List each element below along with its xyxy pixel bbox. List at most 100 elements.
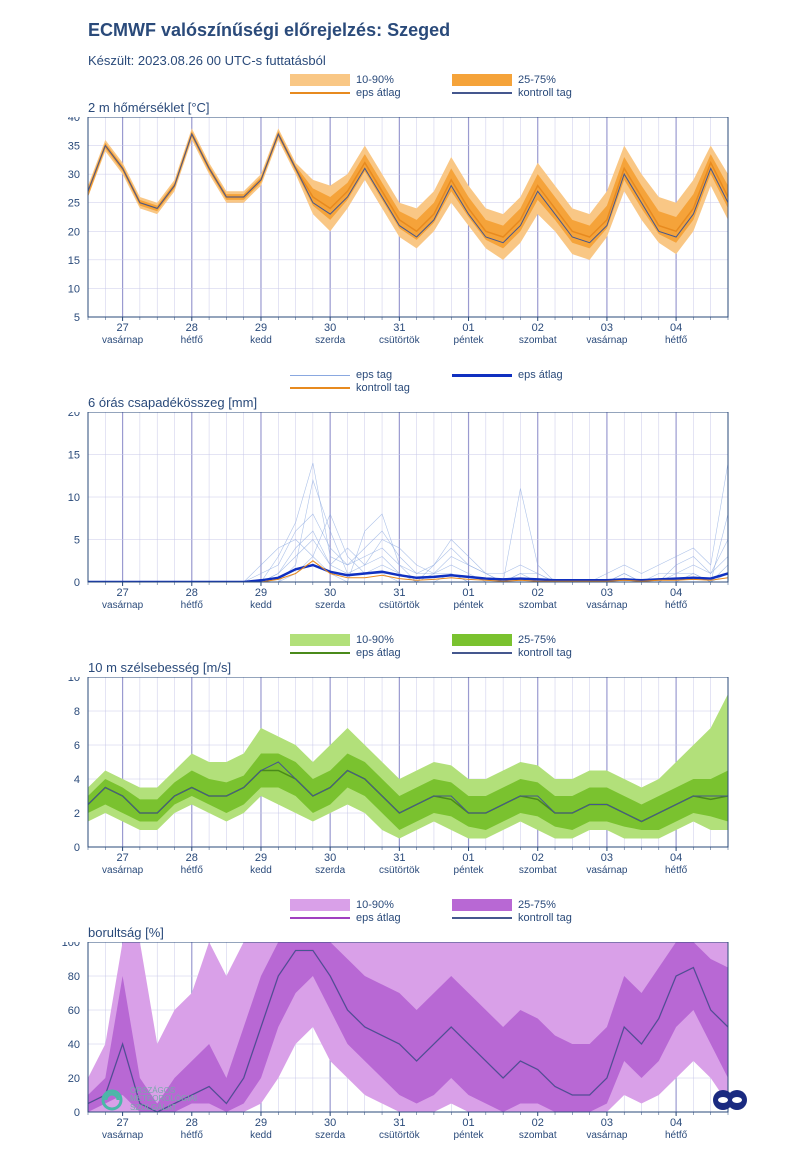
panel-wind: 10-90% 25-75% eps átlag kontroll tag 10 … xyxy=(30,634,770,887)
xtick-num: 03 xyxy=(601,587,613,599)
xtick-name: csütörtök xyxy=(379,865,421,876)
ytick: 25 xyxy=(68,198,80,210)
xtick-name: hétfő xyxy=(665,865,688,876)
xtick-name: szombat xyxy=(519,600,557,611)
xtick-name: szerda xyxy=(315,1130,345,1141)
xtick-num: 01 xyxy=(462,587,474,599)
xtick-num: 30 xyxy=(324,587,336,599)
legend-control: kontroll tag xyxy=(518,87,572,99)
legend-row: 10-90% 25-75% xyxy=(290,634,770,646)
xtick-num: 27 xyxy=(116,852,128,864)
org-line3: SZOLGÁLAT xyxy=(130,1104,197,1113)
ytick: 5 xyxy=(74,312,80,324)
xtick-name: vasárnap xyxy=(586,865,628,876)
legend-control: kontroll tag xyxy=(356,382,446,394)
xtick-num: 02 xyxy=(532,322,544,334)
legend-10-90: 10-90% xyxy=(356,899,446,911)
xtick-num: 31 xyxy=(393,852,405,864)
ytick: 15 xyxy=(68,255,80,267)
ytick: 15 xyxy=(68,450,80,462)
page-title: ECMWF valószínűségi előrejelzés: Szeged xyxy=(88,20,770,41)
legend-eps-member: eps tag xyxy=(356,369,446,381)
ytick: 0 xyxy=(74,577,80,589)
xtick-num: 29 xyxy=(255,322,267,334)
ytick: 0 xyxy=(74,1107,80,1119)
ytick: 80 xyxy=(68,971,80,983)
xtick-name: péntek xyxy=(454,865,485,876)
panel-precip: eps tag eps átlag kontroll tag 6 órás cs… xyxy=(30,369,770,622)
legend-eps-avg: eps átlag xyxy=(518,369,563,381)
ytick: 35 xyxy=(68,141,80,153)
panel-cloud: 10-90% 25-75% eps átlag kontroll tag bor… xyxy=(30,899,770,1152)
xtick-name: kedd xyxy=(250,335,272,346)
xtick-name: hétfő xyxy=(665,1130,688,1141)
legend-25-75: 25-75% xyxy=(518,899,556,911)
ytick: 20 xyxy=(68,226,80,238)
legend-25-75: 25-75% xyxy=(518,634,556,646)
legend-25-75: 25-75% xyxy=(518,74,556,86)
ytick: 0 xyxy=(74,842,80,854)
ytick: 10 xyxy=(68,492,80,504)
xtick-name: szerda xyxy=(315,865,345,876)
xtick-num: 31 xyxy=(393,1117,405,1129)
xtick-name: vasárnap xyxy=(102,600,144,611)
ytick: 30 xyxy=(68,169,80,181)
xtick-name: szombat xyxy=(519,865,557,876)
xtick-name: vasárnap xyxy=(102,335,144,346)
xtick-name: kedd xyxy=(250,865,272,876)
chart-precip: 05101520 27vasárnap28hétfő29kedd30szerda… xyxy=(30,412,770,622)
legend-10-90: 10-90% xyxy=(356,634,446,646)
xtick-num: 27 xyxy=(116,587,128,599)
legend-control: kontroll tag xyxy=(518,647,572,659)
xtick-name: kedd xyxy=(250,1130,272,1141)
xtick-num: 01 xyxy=(462,322,474,334)
xtick-name: csütörtök xyxy=(379,335,421,346)
ytick: 6 xyxy=(74,740,80,752)
xtick-name: szombat xyxy=(519,335,557,346)
xtick-num: 27 xyxy=(116,322,128,334)
xtick-num: 04 xyxy=(670,852,682,864)
xtick-num: 01 xyxy=(462,1117,474,1129)
ytick: 8 xyxy=(74,706,80,718)
panel-label: 6 órás csapadékösszeg [mm] xyxy=(88,395,770,410)
footer: ORSZÁGOS METEOROLÓGIAI SZOLGÁLAT xyxy=(100,1087,750,1113)
xtick-name: hétfő xyxy=(181,335,204,346)
legend-eps-avg: eps átlag xyxy=(356,912,446,924)
legend-10-90: 10-90% xyxy=(356,74,446,86)
ytick: 40 xyxy=(68,117,80,124)
legend-row: eps átlag kontroll tag xyxy=(290,87,770,99)
legend-row: kontroll tag xyxy=(290,382,770,394)
xtick-num: 29 xyxy=(255,1117,267,1129)
xtick-name: szerda xyxy=(315,600,345,611)
xtick-num: 02 xyxy=(532,1117,544,1129)
xtick-num: 01 xyxy=(462,852,474,864)
legend-row: 10-90% 25-75% xyxy=(290,74,770,86)
xtick-name: péntek xyxy=(454,600,485,611)
xtick-name: hétfő xyxy=(181,865,204,876)
xtick-num: 03 xyxy=(601,1117,613,1129)
ytick: 20 xyxy=(68,1073,80,1085)
xtick-num: 02 xyxy=(532,587,544,599)
legend-row: eps átlag kontroll tag xyxy=(290,912,770,924)
xtick-num: 31 xyxy=(393,322,405,334)
xtick-name: hétfő xyxy=(665,600,688,611)
legend-row: eps átlag kontroll tag xyxy=(290,647,770,659)
xtick-name: csütörtök xyxy=(379,1130,421,1141)
xtick-name: szombat xyxy=(519,1130,557,1141)
xtick-name: vasárnap xyxy=(586,600,628,611)
xtick-name: vasárnap xyxy=(586,1130,628,1141)
xtick-name: hétfő xyxy=(665,335,688,346)
ytick: 100 xyxy=(62,942,80,949)
xtick-num: 27 xyxy=(116,1117,128,1129)
xtick-name: hétfő xyxy=(181,1130,204,1141)
ytick: 5 xyxy=(74,535,80,547)
xtick-num: 04 xyxy=(670,322,682,334)
xtick-num: 31 xyxy=(393,587,405,599)
legend-row: 10-90% 25-75% xyxy=(290,899,770,911)
xtick-name: vasárnap xyxy=(102,1130,144,1141)
xtick-num: 28 xyxy=(186,587,198,599)
panel-label: borultság [%] xyxy=(88,925,770,940)
xtick-name: csütörtök xyxy=(379,600,421,611)
chart-cloud: 020406080100 27vasárnap28hétfő29kedd30sz… xyxy=(30,942,770,1152)
panel-label: 2 m hőmérséklet [°C] xyxy=(88,100,770,115)
